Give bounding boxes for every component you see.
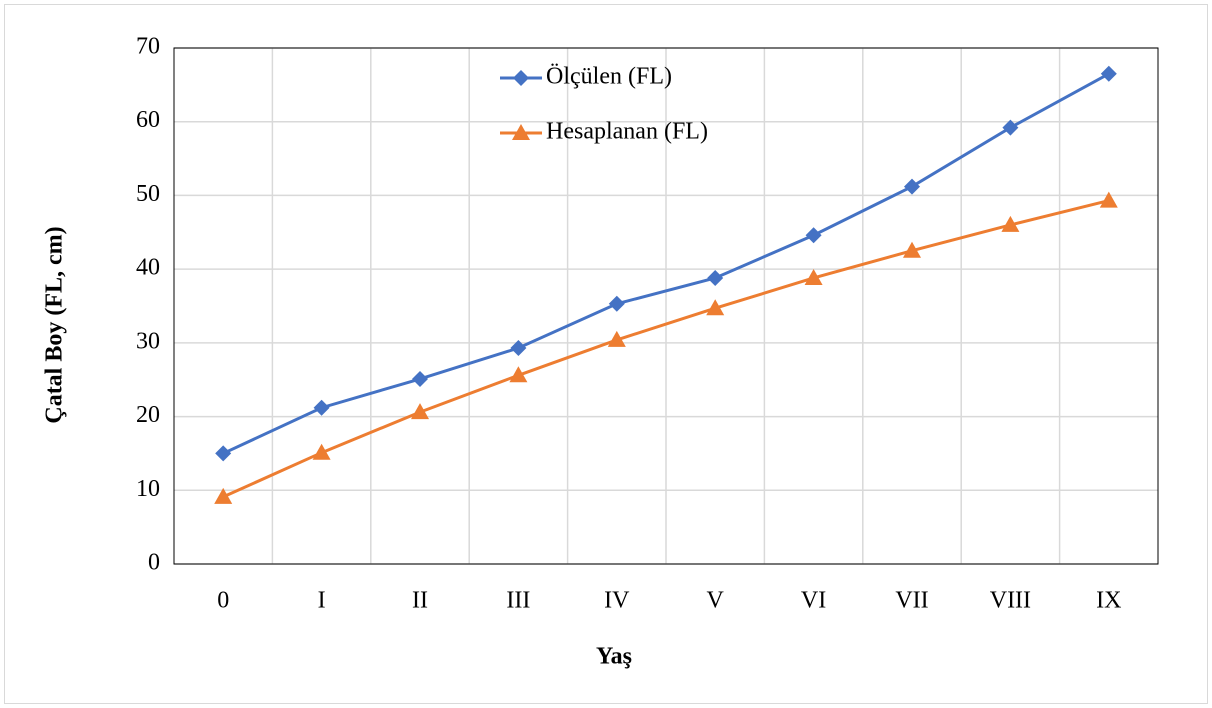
data-point — [312, 443, 331, 460]
y-tick-label: 20 — [136, 402, 160, 428]
data-point — [313, 399, 330, 416]
data-point — [214, 487, 233, 504]
x-axis-label: Yaş — [596, 644, 632, 670]
x-tick-label: I — [318, 588, 326, 614]
data-point — [707, 269, 724, 286]
y-tick-label: 10 — [136, 476, 160, 502]
data-point — [510, 340, 527, 357]
x-tick-label: 0 — [217, 588, 229, 614]
data-point — [412, 370, 428, 387]
legend-marker — [513, 70, 529, 86]
x-tick-label: IV — [604, 588, 630, 614]
data-point — [805, 227, 822, 244]
series-line — [222, 199, 1110, 499]
x-tick-label: V — [707, 588, 725, 614]
data-point — [706, 299, 725, 316]
data-point — [509, 366, 528, 383]
data-point — [607, 330, 626, 347]
x-tick-label: III — [506, 588, 530, 614]
data-point — [1100, 65, 1117, 82]
data-point — [215, 445, 232, 462]
legend-label: Ölçülen (FL) — [546, 64, 672, 90]
y-tick-label: 0 — [148, 550, 160, 576]
data-point — [411, 403, 429, 420]
x-tick-label: VI — [801, 588, 826, 614]
x-tick-label: IX — [1096, 588, 1121, 614]
data-point — [1002, 119, 1019, 136]
y-tick-label: 30 — [136, 328, 160, 354]
y-tick-label: 70 — [136, 34, 160, 60]
y-tick-label: 40 — [136, 255, 160, 281]
data-point — [904, 178, 920, 195]
x-tick-label: II — [412, 588, 428, 614]
data-point — [804, 268, 823, 285]
legend-marker — [512, 124, 530, 140]
series-line — [222, 72, 1110, 455]
y-axis-label: Çatal Boy (FL, cm) — [42, 226, 68, 423]
x-tick-label: VIII — [990, 588, 1031, 614]
y-tick-label: 50 — [136, 181, 160, 207]
data-point — [1001, 215, 1020, 232]
x-tick-label: VII — [895, 588, 928, 614]
data-point — [608, 295, 625, 312]
data-point — [1099, 191, 1118, 208]
legend-label: Hesaplanan (FL) — [546, 119, 708, 145]
plot-frame — [173, 47, 1159, 565]
y-tick-label: 60 — [136, 107, 160, 133]
data-point — [903, 241, 921, 258]
